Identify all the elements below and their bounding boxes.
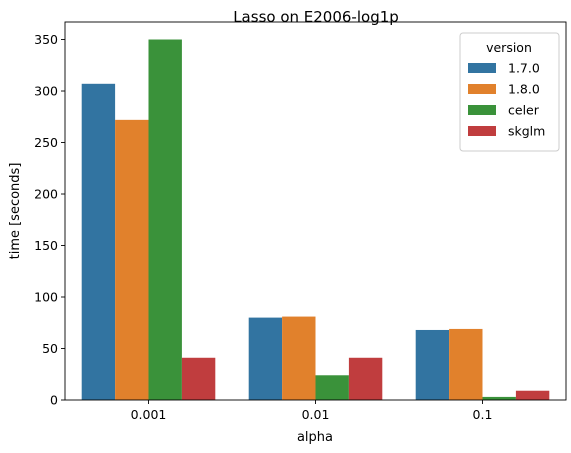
y-tick-label: 350	[34, 32, 58, 47]
bar-1.7.0-0.01	[248, 317, 283, 400]
plot-frame	[64, 21, 567, 401]
bar-1.8.0-0.01	[282, 316, 316, 400]
legend: version 1.7.0 1.8.0 celer skglm	[459, 32, 560, 152]
bar-skglm-0.1	[515, 390, 550, 400]
bars-group	[81, 39, 550, 401]
y-tick-label: 150	[34, 238, 58, 253]
legend-label-1.7.0: 1.7.0	[508, 61, 540, 76]
legend-swatch-1.7.0	[468, 63, 496, 73]
y-axis-label: time [seconds]	[8, 163, 23, 260]
legend-box	[459, 32, 560, 152]
y-tick-label: 100	[34, 290, 58, 305]
bar-celer-0.01	[315, 375, 349, 400]
x-axis: 0.001 0.01 0.1	[131, 400, 493, 422]
y-tick-label: 0	[50, 393, 58, 408]
legend-label-1.8.0: 1.8.0	[508, 82, 540, 97]
legend-swatch-celer	[468, 105, 496, 115]
bar-1.8.0-0.001	[115, 119, 149, 400]
bar-celer-0.001	[148, 39, 182, 400]
bar-1.8.0-0.1	[449, 328, 483, 400]
bar-celer-0.1	[482, 396, 516, 400]
bar-1.7.0-0.001	[81, 83, 116, 401]
bar-1.7.0-0.1	[415, 329, 450, 400]
legend-label-skglm: skglm	[508, 124, 545, 139]
x-tick-label: 0.01	[302, 407, 330, 422]
y-tick-label: 50	[42, 341, 58, 356]
bar-skglm-0.01	[348, 357, 383, 400]
bar-skglm-0.001	[181, 357, 216, 400]
chart-title: Lasso on E2006-log1p	[233, 8, 399, 26]
y-tick-label: 200	[34, 187, 58, 202]
y-axis: 0 50 100 150 200 250 300 350	[34, 32, 65, 408]
y-tick-label: 250	[34, 135, 58, 150]
y-tick-label: 300	[34, 84, 58, 99]
legend-swatch-skglm	[468, 126, 496, 136]
x-axis-label: alpha	[297, 430, 333, 445]
x-tick-label: 0.1	[473, 407, 493, 422]
legend-label-celer: celer	[508, 103, 540, 118]
legend-title: version	[486, 40, 532, 55]
legend-swatch-1.8.0	[468, 84, 496, 94]
x-tick-label: 0.001	[131, 407, 167, 422]
